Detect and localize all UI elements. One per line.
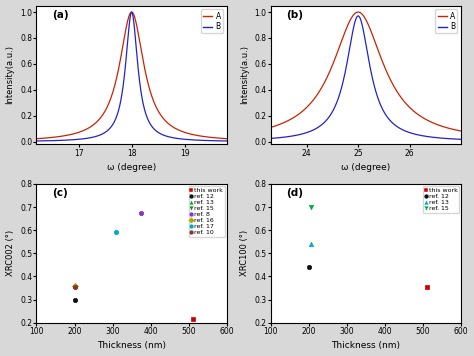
- Point: [71, 283, 78, 289]
- Legend: A, B: A, B: [201, 9, 223, 33]
- Text: (b): (b): [286, 10, 303, 20]
- Point: [189, 316, 196, 322]
- Point: [307, 204, 314, 210]
- Point: [137, 210, 145, 216]
- Point: [71, 283, 78, 289]
- Legend: this work, ref. 12, ref. 13, ref. 15, ref. 8, ref. 16, ref. 17, ref. 10: this work, ref. 12, ref. 13, ref. 15, re…: [189, 186, 225, 237]
- Point: [113, 230, 120, 235]
- Point: [71, 284, 78, 289]
- Point: [423, 284, 431, 290]
- X-axis label: ω (degree): ω (degree): [107, 163, 156, 172]
- X-axis label: Thickness (nm): Thickness (nm): [331, 341, 401, 350]
- Point: [71, 297, 78, 303]
- Y-axis label: XRC002 (°): XRC002 (°): [6, 230, 15, 276]
- Point: [307, 241, 314, 247]
- Text: (a): (a): [52, 10, 68, 20]
- Text: (d): (d): [286, 188, 303, 198]
- Point: [71, 284, 78, 290]
- X-axis label: Thickness (nm): Thickness (nm): [97, 341, 166, 350]
- Legend: A, B: A, B: [435, 9, 457, 33]
- Y-axis label: Intensity(a.u.): Intensity(a.u.): [240, 46, 249, 104]
- Y-axis label: Intensity(a.u.): Intensity(a.u.): [6, 46, 15, 104]
- Y-axis label: XRC100 (°): XRC100 (°): [240, 230, 249, 276]
- Point: [305, 265, 312, 270]
- Legend: this work, ref. 12, ref. 13, ref. 15: this work, ref. 12, ref. 13, ref. 15: [423, 186, 459, 213]
- X-axis label: ω (degree): ω (degree): [341, 163, 391, 172]
- Text: (c): (c): [52, 188, 67, 198]
